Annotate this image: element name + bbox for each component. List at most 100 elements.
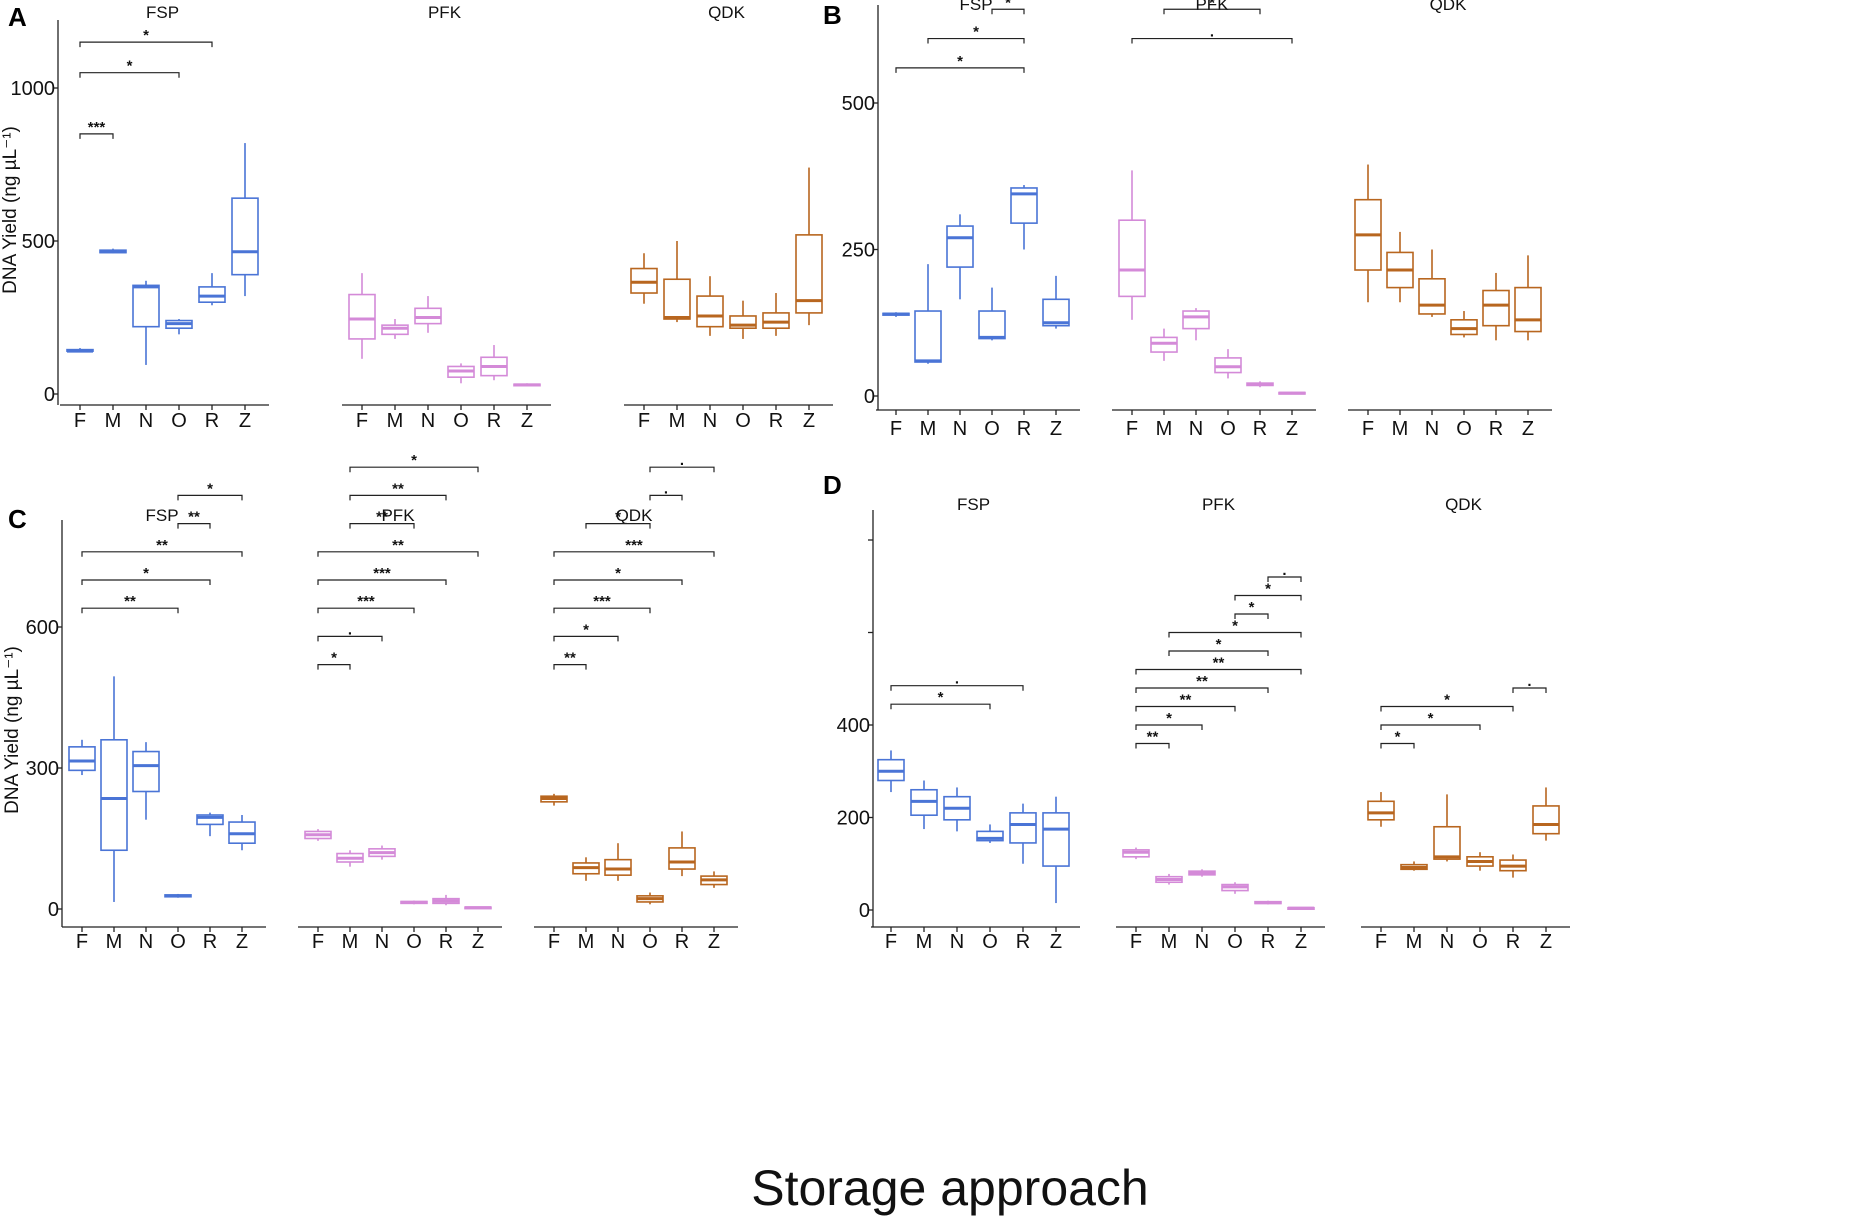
x-tick-label: F [885,931,897,953]
box-iqr [668,847,696,870]
x-tick-label: Z [708,931,720,953]
sig-bracket: *** [553,593,651,614]
sig-label: * [1232,618,1238,635]
sig-label: * [973,24,979,41]
sig-label: * [615,565,621,582]
box-FSP-M [910,780,938,830]
box-PFK-M [336,850,364,867]
x-tick-label: R [1489,418,1503,440]
box-iqr [231,197,259,276]
facet-title: QDK [708,3,746,22]
sig-label: ** [564,650,576,667]
sig-line [553,635,619,642]
box-iqr [1009,812,1037,844]
sig-label: . [348,621,352,638]
sig-bracket: . [890,671,1024,691]
box-QDK-R [668,831,696,877]
box-iqr [1367,800,1395,821]
box-iqr [978,310,1006,340]
sig-line [81,579,211,585]
sig-label: *** [357,593,375,610]
sig-bracket: ** [1135,692,1236,712]
box-iqr [1532,805,1560,835]
x-tick-label: Z [521,410,533,432]
box-iqr [132,284,160,328]
sig-label: * [1249,599,1255,616]
box-PFK-Z [1287,906,1315,910]
box-PFK-R [432,894,460,906]
sig-line [81,607,179,614]
box-QDK-N [1418,249,1446,317]
sig-label: *** [373,565,391,582]
sig-line [895,67,1025,73]
sig-label: * [1209,0,1215,11]
x-tick-label: M [342,931,359,953]
box-iqr [381,324,409,336]
box-iqr [198,286,226,303]
sig-bracket: ** [177,509,211,529]
x-tick-label: R [203,931,217,953]
x-tick-label: O [1472,931,1488,953]
sig-label: ** [1196,673,1208,690]
sig-label: . [664,480,668,497]
facet-title: PFK [1202,495,1236,514]
panel-letter: C [8,504,27,534]
sig-bracket: ** [553,650,587,670]
box-iqr [946,225,974,268]
sig-line [317,664,351,670]
sig-line [553,551,715,557]
sig-label: ** [376,509,388,526]
sig-bracket: * [1135,710,1203,730]
x-tick-label: O [1456,418,1472,440]
facet-QDK: QDK F M N O R Z [624,3,833,432]
x-tick-label: O [406,931,422,953]
sig-bracket: *** [317,593,415,614]
sig-label: ** [1213,655,1225,672]
box-PFK-Z [1278,391,1306,395]
box-PFK-M [1150,328,1178,361]
box-PFK-M [1155,873,1183,885]
x-tick-label: Z [1295,931,1307,953]
sig-label: * [1265,581,1271,598]
box-FSP-M [99,248,127,254]
x-tick-label: N [703,410,717,432]
x-tick-label: Z [1050,418,1062,440]
sig-line [649,494,683,501]
sig-bracket: * [1380,710,1481,730]
box-QDK-O [1466,852,1494,871]
sig-label: * [143,565,149,582]
box-FSP-Z [231,143,259,297]
box-PFK-Z [464,906,492,910]
sig-label: ** [392,537,404,554]
x-tick-label: F [312,931,324,953]
box-iqr [1042,812,1070,867]
sig-bracket: * [585,509,651,529]
box-QDK-Z [1532,787,1560,841]
box-QDK-R [1482,272,1510,341]
sig-line [553,664,587,670]
sig-line [553,579,683,585]
sig-bracket: * [1234,599,1269,619]
y-tick-label: 200 [837,808,870,830]
box-QDK-Z [795,167,823,326]
sig-line [991,8,1025,15]
sig-bracket: ** [349,509,415,529]
sig-line [1168,631,1302,638]
box-QDK-M [572,857,600,881]
x-tick-label: N [1195,931,1209,953]
sig-label: * [331,650,337,667]
panel-letter: B [823,0,842,30]
box-FSP-Z [228,815,256,851]
x-tick-label: N [139,931,153,953]
x-tick-label: O [1220,418,1236,440]
x-tick-label: F [1362,418,1374,440]
x-tick-label: M [1161,931,1178,953]
box-QDK-F [1354,164,1382,303]
box-FSP-Z [1042,275,1070,329]
box-FSP-N [943,787,971,832]
y-tick-label: 0 [44,384,55,406]
x-tick-label: F [1375,931,1387,953]
